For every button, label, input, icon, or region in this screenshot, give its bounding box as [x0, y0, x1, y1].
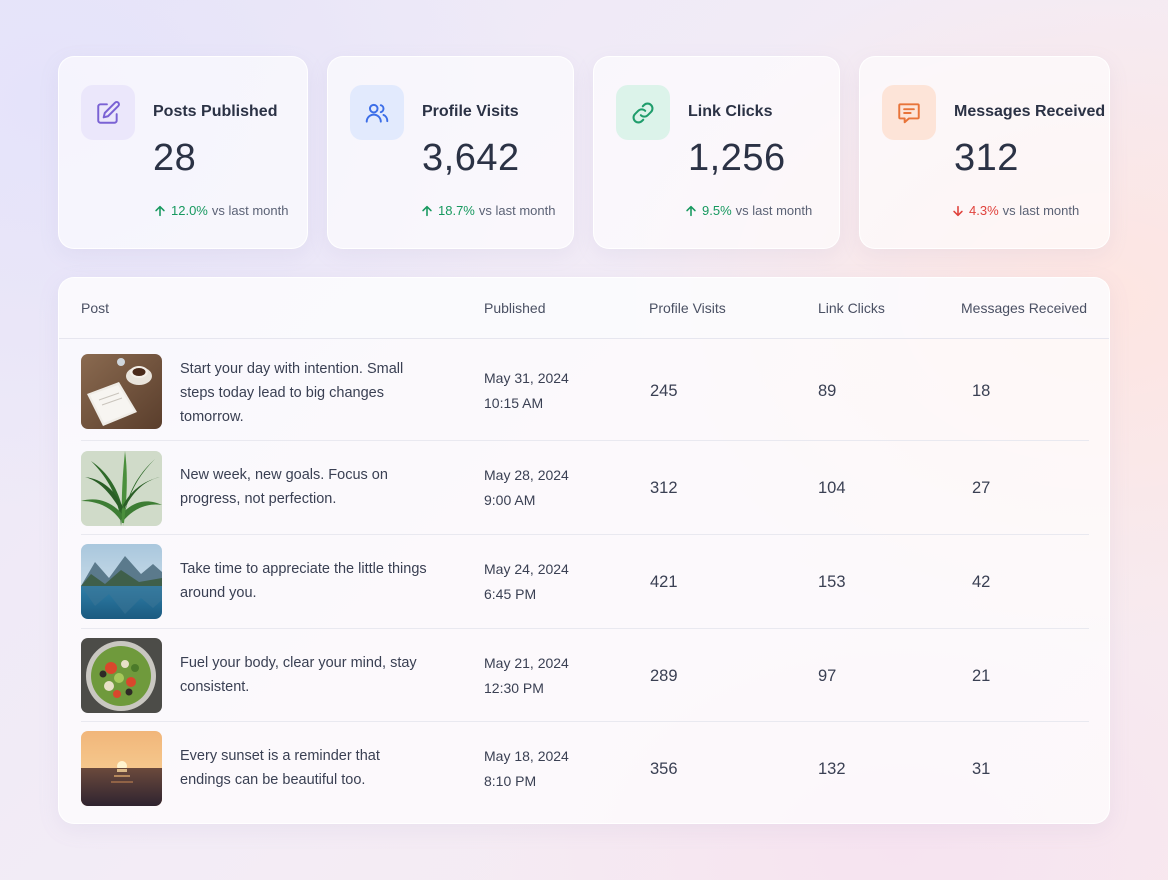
message-icon	[882, 85, 936, 140]
coffee-notebook-image	[81, 354, 162, 429]
profile-visits-value: 421	[650, 573, 678, 591]
stat-card-profile-visits: Profile Visits 3,642 18.7% vs last month	[327, 56, 574, 249]
profile-visits-value: 312	[650, 479, 678, 497]
column-header-profile-visits[interactable]: Profile Visits	[649, 300, 726, 316]
stat-change-percent: 9.5%	[702, 203, 732, 218]
messages-received-value: 18	[972, 382, 991, 400]
stat-change-suffix: vs last month	[211, 203, 289, 218]
stat-change: 4.3% vs last month	[951, 203, 1079, 218]
edit-icon	[81, 85, 135, 140]
published-day: May 31, 2024	[484, 370, 569, 386]
stat-change-suffix: vs last month	[1002, 203, 1080, 218]
published-day: May 21, 2024	[484, 655, 569, 671]
stat-change-percent: 12.0%	[171, 203, 208, 218]
stat-change-percent: 18.7%	[438, 203, 475, 218]
table-row[interactable]: New week, new goals. Focus on progress, …	[81, 441, 1089, 535]
column-header-post[interactable]: Post	[81, 300, 110, 316]
post-caption: Start your day with intention. Small ste…	[180, 361, 404, 425]
post-caption: New week, new goals. Focus on progress, …	[180, 467, 388, 507]
post-caption: Fuel your body, clear your mind, stay co…	[180, 655, 417, 695]
arrow-up-icon	[420, 204, 434, 218]
post-caption: Every sunset is a reminder that endings …	[180, 748, 380, 788]
column-header-published[interactable]: Published	[484, 300, 546, 316]
stat-change: 18.7% vs last month	[420, 203, 555, 218]
arrow-up-icon	[684, 204, 698, 218]
stat-change-suffix: vs last month	[735, 203, 813, 218]
profile-visits-value: 356	[650, 760, 678, 778]
stat-value: 3,642	[422, 137, 520, 179]
published-time: 10:15 AM	[484, 395, 544, 411]
table-row[interactable]: Fuel your body, clear your mind, stay co…	[81, 629, 1089, 722]
stat-label: Posts Published	[153, 103, 278, 120]
profile-visits-value: 245	[650, 382, 678, 400]
published-date: May 21, 2024 12:30 PM	[484, 651, 569, 701]
messages-received-value: 21	[972, 667, 991, 685]
table-row[interactable]: Every sunset is a reminder that endings …	[81, 722, 1089, 822]
stat-card-link-clicks: Link Clicks 1,256 9.5% vs last month	[593, 56, 840, 249]
column-header-messages-received[interactable]: Messages Received	[961, 300, 1088, 316]
salad-bowl-image	[81, 638, 162, 713]
messages-received-value: 27	[972, 479, 991, 497]
arrow-up-icon	[153, 204, 167, 218]
messages-received-value: 42	[972, 573, 991, 591]
link-icon	[616, 85, 670, 140]
column-header-link-clicks[interactable]: Link Clicks	[818, 300, 885, 316]
posts-table: Post Published Profile Visits Link Click…	[58, 277, 1110, 824]
link-clicks-value: 104	[818, 479, 846, 497]
link-clicks-value: 153	[818, 573, 846, 591]
link-clicks-value: 132	[818, 760, 846, 778]
stat-change-percent: 4.3%	[969, 203, 999, 218]
stat-value: 1,256	[688, 137, 786, 179]
stat-change: 9.5% vs last month	[684, 203, 812, 218]
link-clicks-value: 97	[818, 667, 837, 685]
stat-value: 312	[954, 137, 1019, 179]
published-date: May 28, 2024 9:00 AM	[484, 463, 569, 513]
published-time: 8:10 PM	[484, 773, 537, 789]
stat-card-posts-published: Posts Published 28 12.0% vs last month	[58, 56, 308, 249]
arrow-down-icon	[951, 204, 965, 218]
published-day: May 18, 2024	[484, 748, 569, 764]
published-time: 6:45 PM	[484, 586, 537, 602]
stat-change: 12.0% vs last month	[153, 203, 288, 218]
plant-leaves-image	[81, 451, 162, 526]
stat-value: 28	[153, 137, 197, 179]
profile-visits-value: 289	[650, 667, 678, 685]
ocean-sunset-image	[81, 731, 162, 806]
post-caption: Take time to appreciate the little thing…	[180, 561, 427, 601]
published-time: 12:30 PM	[484, 680, 544, 696]
link-clicks-value: 89	[818, 382, 837, 400]
published-day: May 24, 2024	[484, 561, 569, 577]
stat-label: Profile Visits	[422, 103, 519, 120]
table-row[interactable]: Start your day with intention. Small ste…	[81, 340, 1089, 441]
stat-change-suffix: vs last month	[478, 203, 556, 218]
table-header: Post Published Profile Visits Link Click…	[59, 278, 1109, 339]
stat-label: Messages Received	[954, 103, 1106, 120]
published-date: May 31, 2024 10:15 AM	[484, 366, 569, 416]
published-date: May 24, 2024 6:45 PM	[484, 557, 569, 607]
table-row[interactable]: Take time to appreciate the little thing…	[81, 535, 1089, 629]
stat-label: Link Clicks	[688, 103, 773, 120]
mountain-lake-image	[81, 544, 162, 619]
users-icon	[350, 85, 404, 140]
messages-received-value: 31	[972, 760, 991, 778]
published-date: May 18, 2024 8:10 PM	[484, 744, 569, 794]
published-time: 9:00 AM	[484, 492, 536, 508]
stat-card-messages-received: Messages Received 312 4.3% vs last month	[859, 56, 1110, 249]
published-day: May 28, 2024	[484, 467, 569, 483]
